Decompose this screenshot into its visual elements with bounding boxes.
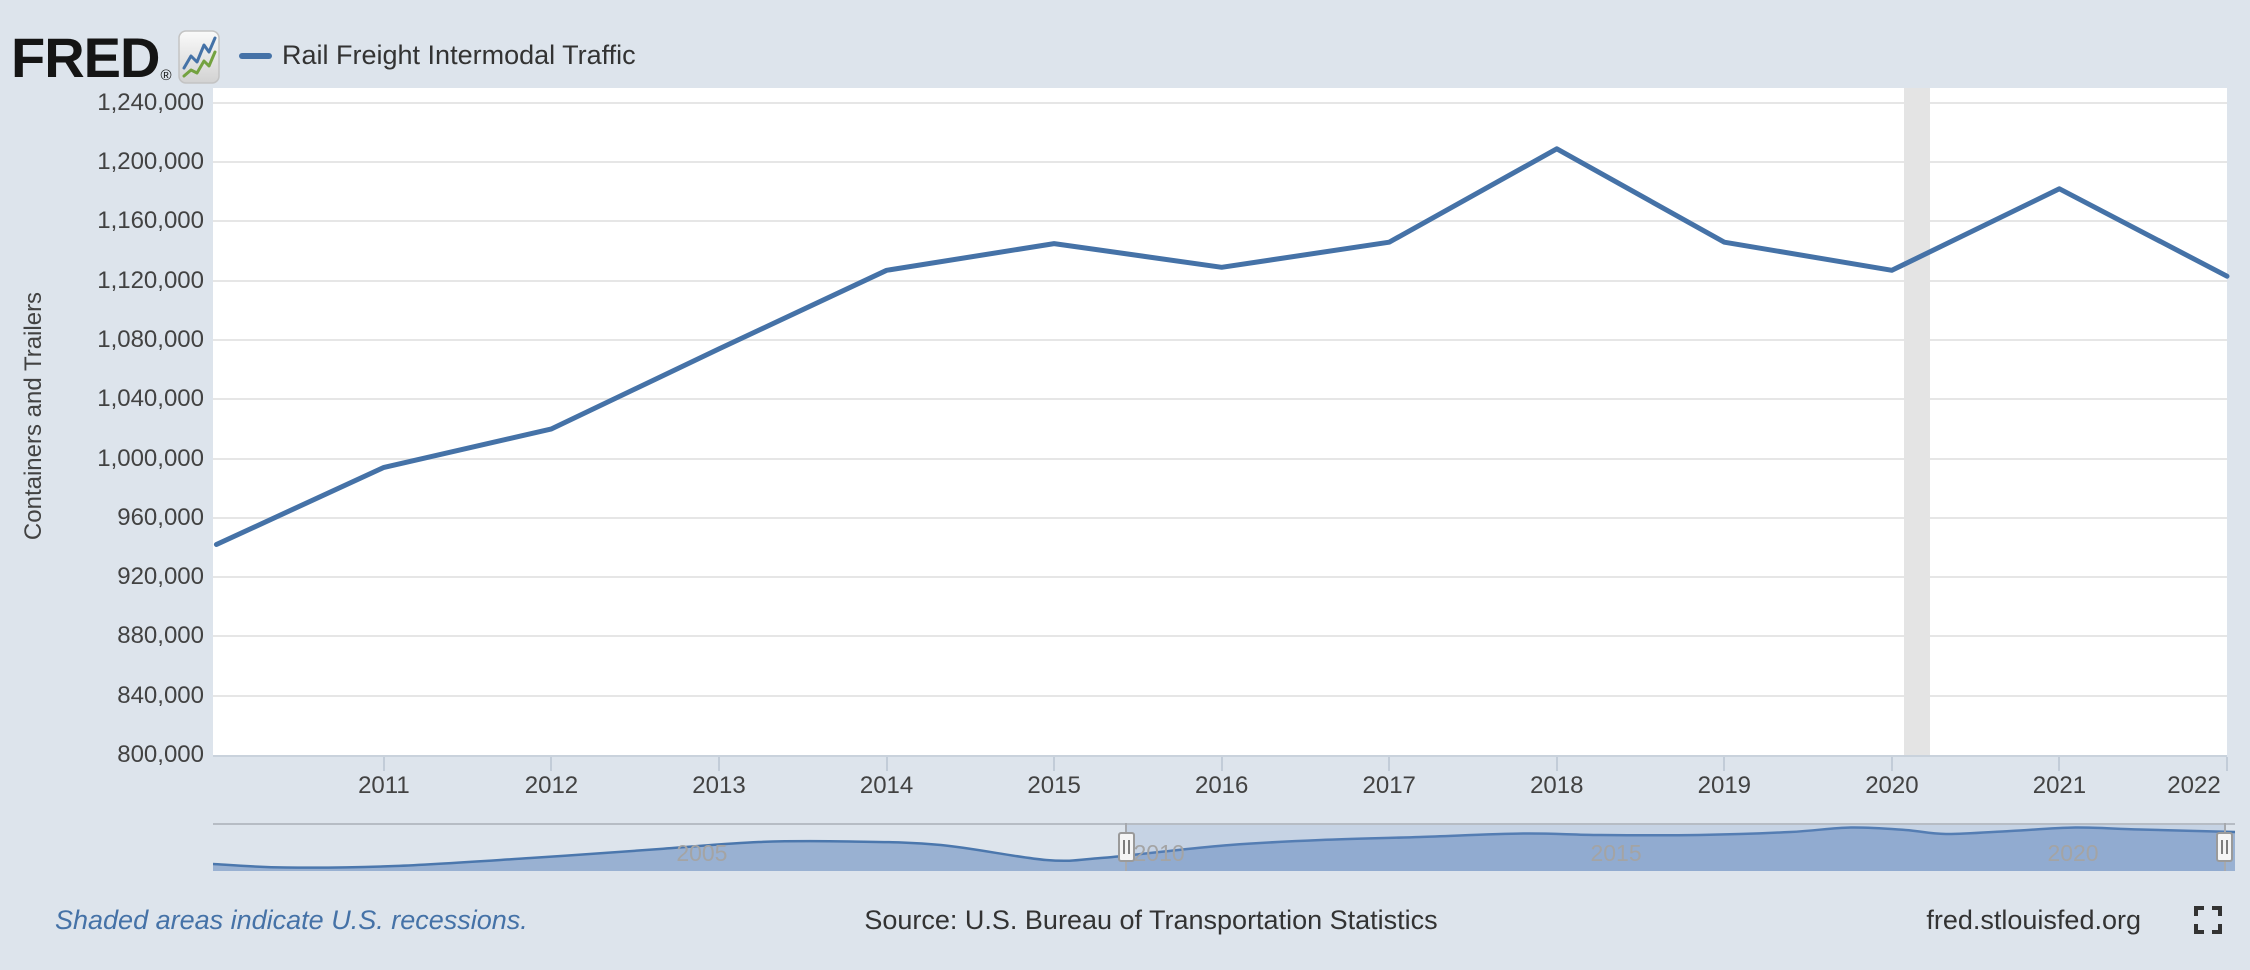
x-axis-tick bbox=[2226, 757, 2228, 771]
fred-logo[interactable]: FRED ® bbox=[11, 30, 220, 86]
gridline bbox=[213, 398, 2227, 401]
x-axis-tick bbox=[1890, 757, 1893, 771]
gridline bbox=[213, 161, 2227, 164]
fullscreen-icon[interactable] bbox=[2194, 906, 2222, 934]
y-axis-tick-label: 920,000 bbox=[117, 563, 204, 591]
navigator-left-handle[interactable] bbox=[1117, 832, 1135, 862]
x-axis-tick-label: 2021 bbox=[2032, 772, 2087, 799]
recession-note: Shaded areas indicate U.S. recessions. bbox=[55, 905, 528, 935]
x-axis-tick bbox=[1555, 757, 1558, 771]
x-axis-tick bbox=[1388, 757, 1391, 771]
navigator-area-series bbox=[213, 826, 2235, 871]
y-axis-tick-label: 1,120,000 bbox=[97, 266, 204, 294]
x-axis-tick bbox=[1053, 757, 1056, 771]
navigator-year-label: 2020 bbox=[2047, 840, 2099, 866]
x-axis-tick-label: 2022 bbox=[2167, 772, 2221, 799]
y-axis-tick-label: 800,000 bbox=[117, 741, 204, 768]
fred-site-link[interactable]: fred.stlouisfed.org bbox=[1926, 905, 2141, 935]
plot-area[interactable] bbox=[213, 88, 2230, 757]
x-axis-tick bbox=[718, 757, 720, 771]
y-axis-tick-label: 840,000 bbox=[117, 681, 204, 709]
x-axis-tick-label: 2020 bbox=[1865, 772, 1919, 799]
x-axis-tick bbox=[382, 757, 385, 771]
registered-trademark: ® bbox=[160, 67, 172, 84]
navigator-year-label: 2010 bbox=[1133, 840, 1185, 866]
x-axis-tick bbox=[550, 757, 553, 771]
gridline bbox=[213, 101, 2227, 104]
navigator-year-label: 2005 bbox=[676, 840, 728, 866]
y-axis-tick-label: 1,240,000 bbox=[97, 88, 204, 116]
x-axis-tick bbox=[2058, 757, 2061, 771]
x-axis-tick-label: 2014 bbox=[859, 772, 914, 799]
gridline bbox=[213, 635, 2227, 638]
legend-series-label[interactable]: Rail Freight Intermodal Traffic bbox=[282, 40, 636, 70]
fred-logo-chart-icon bbox=[177, 30, 220, 84]
range-navigator[interactable]: 2005 2010 2015 2020 bbox=[213, 823, 2235, 871]
x-axis-tick-label: 2015 bbox=[1027, 772, 1081, 799]
gridline bbox=[213, 338, 2227, 341]
y-axis-tick-label: 1,200,000 bbox=[97, 148, 204, 176]
x-axis-tick-label: 2017 bbox=[1362, 772, 1416, 799]
gridline bbox=[213, 516, 2227, 519]
y-axis-tick-label: 960,000 bbox=[117, 503, 204, 531]
y-axis-tick-label: 1,040,000 bbox=[97, 385, 204, 413]
y-axis-tick-label: 1,000,000 bbox=[97, 444, 204, 472]
gridline bbox=[213, 279, 2227, 282]
x-axis-tick bbox=[1220, 757, 1223, 771]
gridline bbox=[213, 576, 2227, 579]
x-axis-tick-label: 2012 bbox=[524, 772, 579, 799]
navigator-right-handle[interactable] bbox=[2216, 832, 2234, 862]
gridline bbox=[213, 457, 2227, 460]
navigator-area-fill bbox=[213, 827, 2235, 871]
navigator-year-label: 2015 bbox=[1590, 840, 1642, 866]
legend-line-swatch bbox=[239, 52, 272, 59]
x-axis-tick-label: 2019 bbox=[1697, 772, 1752, 799]
x-axis-tick-label: 2011 bbox=[358, 772, 410, 799]
gridline bbox=[213, 220, 2227, 223]
y-axis-tick-label: 880,000 bbox=[117, 622, 204, 650]
x-axis-tick bbox=[885, 757, 888, 771]
navigator-outline bbox=[213, 823, 2235, 825]
x-axis-tick bbox=[1723, 757, 1726, 771]
y-axis-tick-label: 1,080,000 bbox=[97, 325, 204, 353]
recession-shading bbox=[1903, 88, 1931, 755]
x-axis-tick-label: 2016 bbox=[1194, 772, 1249, 799]
fred-logo-text: FRED bbox=[11, 26, 160, 89]
navigator-area-line bbox=[213, 826, 2235, 869]
y-axis-tick-label: 1,160,000 bbox=[97, 207, 204, 235]
navigator-selected-range[interactable] bbox=[1126, 823, 2225, 871]
series-line-rail-freight-intermodal-traffic[interactable] bbox=[213, 146, 2230, 547]
gridline bbox=[213, 694, 2227, 697]
series-svg bbox=[213, 146, 2230, 547]
legend: Rail Freight Intermodal Traffic bbox=[239, 40, 636, 71]
source-text: Source: U.S. Bureau of Transportation St… bbox=[864, 905, 1438, 935]
x-axis-tick-label: 2013 bbox=[692, 772, 746, 799]
x-axis-tick-label: 2018 bbox=[1530, 772, 1584, 799]
